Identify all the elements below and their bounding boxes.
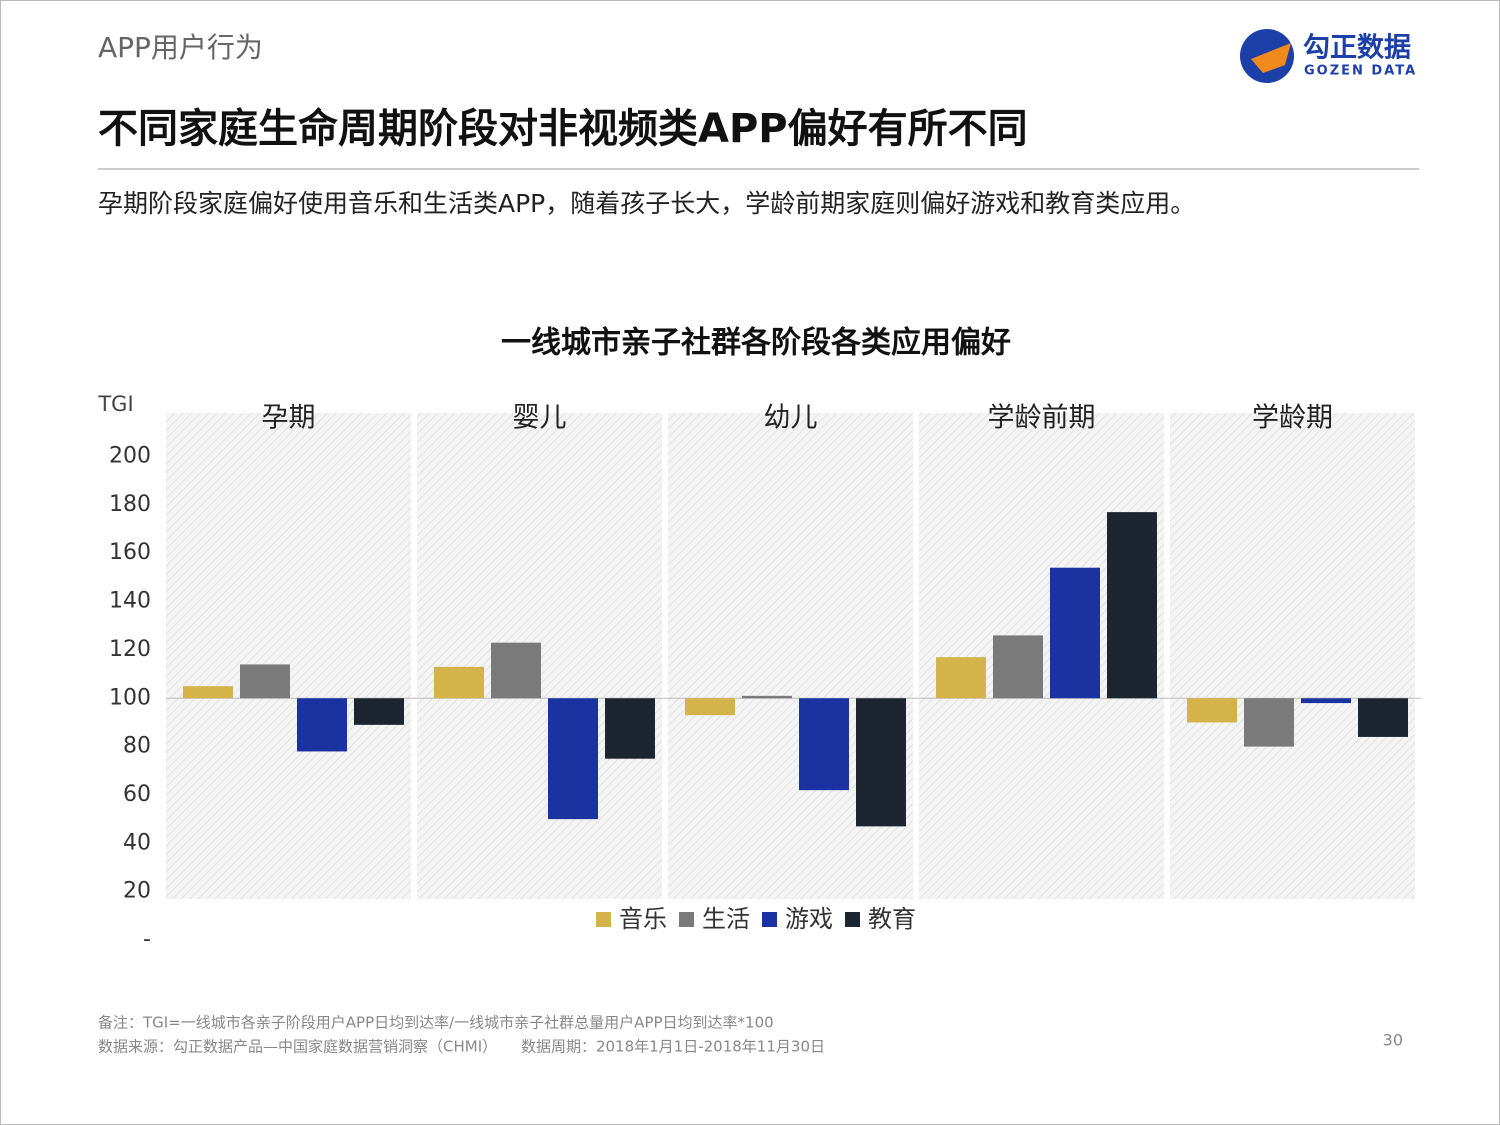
y-tick-label: 180 (109, 492, 151, 517)
bar (1050, 567, 1100, 699)
bar (240, 664, 290, 699)
logo-cn: 勾正数据 (1303, 33, 1411, 64)
page-number: 30 (1383, 1031, 1403, 1050)
section-label: APP用户行为 (98, 31, 263, 64)
legend-swatch (596, 912, 611, 927)
legend-label: 音乐 (619, 905, 667, 933)
legend-swatch (762, 912, 777, 927)
legend-label: 生活 (702, 905, 750, 933)
y-tick-label: 80 (123, 734, 151, 759)
bar (434, 666, 484, 699)
y-tick-label: 160 (109, 540, 151, 565)
group-label: 学龄前期 (988, 403, 1096, 434)
legend-swatch (845, 912, 860, 927)
logo-en: GOZEN DATA (1304, 64, 1417, 79)
legend-swatch (679, 912, 694, 927)
bar (491, 642, 541, 699)
subtitle: 孕期阶段家庭偏好使用音乐和生活类APP，随着孩子长大，学龄前期家庭则偏好游戏和教… (98, 189, 1195, 218)
group-label: 幼儿 (764, 403, 818, 434)
bar (993, 635, 1043, 699)
y-tick-label: 40 (123, 830, 151, 855)
group-label: 学龄期 (1252, 403, 1333, 434)
bar (685, 698, 735, 716)
bar (1244, 698, 1294, 747)
bar (354, 698, 404, 725)
legend-label: 教育 (868, 905, 916, 933)
y-tick-label: 60 (123, 782, 151, 807)
bar (856, 698, 906, 827)
bar (1358, 698, 1408, 737)
bar (742, 695, 792, 699)
bar (183, 686, 233, 699)
y-tick-label: - (143, 927, 151, 952)
plot: 孕期 婴儿 幼儿 学龄前期 学龄期 - 20 40 60 80 100 120 140 160 180 200… (109, 403, 1421, 952)
bar (799, 698, 849, 791)
y-tick-label: 20 (123, 879, 151, 904)
group-label: 婴儿 (513, 403, 567, 434)
logo: 勾正数据 GOZEN DATA (1240, 29, 1417, 83)
y-tick-label: 200 (109, 444, 151, 469)
panel (166, 413, 411, 899)
group-label: 孕期 (262, 403, 316, 434)
legend-label: 游戏 (785, 905, 833, 933)
chart-title: 一线城市亲子社群各阶段各类应用偏好 (501, 326, 1011, 361)
bar (548, 698, 598, 820)
bar (1187, 698, 1237, 723)
y-tick-label: 100 (109, 685, 151, 710)
panel (1170, 413, 1415, 899)
bar (1301, 698, 1351, 704)
bar (297, 698, 347, 752)
source: 数据来源：勾正数据产品—中国家庭数据营销洞察（CHMI） 数据周期：2018年1… (98, 1038, 825, 1056)
footnote: 备注：TGI=一线城市各亲子阶段用户APP日均到达率/一线城市亲子社群总量用户A… (98, 1014, 774, 1032)
bar (1107, 512, 1157, 699)
y-tick-label: 140 (109, 589, 151, 614)
bar (605, 698, 655, 759)
y-tick-label: 120 (109, 637, 151, 662)
y-axis-label: TGI (97, 392, 133, 416)
bar (936, 657, 986, 699)
title: 不同家庭生命周期阶段对非视频类APP偏好有所不同 (98, 106, 1028, 152)
